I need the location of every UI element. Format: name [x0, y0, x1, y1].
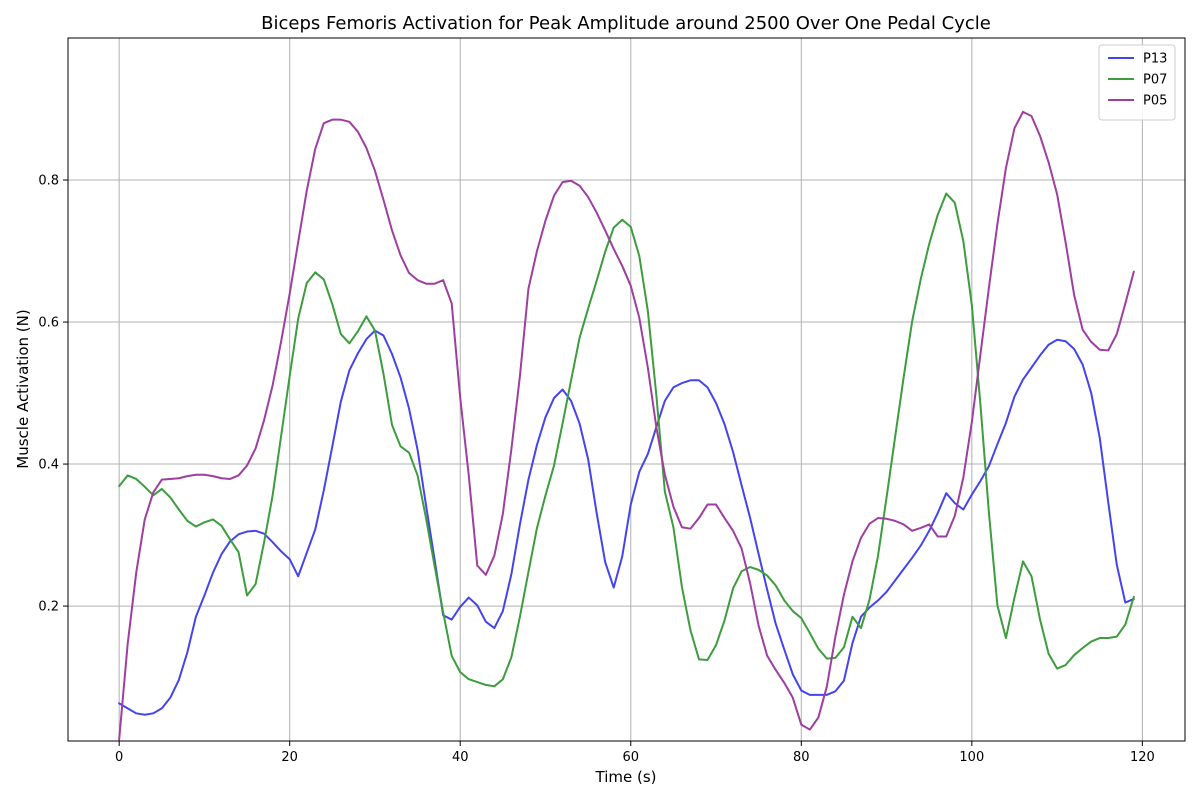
series-line-p07	[118, 192, 1135, 688]
x-axis-label: Time (s)	[595, 768, 657, 786]
y-tick-label: 0.4	[38, 458, 59, 473]
x-tick-label: 120	[1130, 750, 1155, 765]
x-tick-label: 0	[115, 750, 123, 765]
legend-box	[1098, 44, 1176, 121]
legend-entry: P07	[1143, 73, 1167, 88]
y-axis-label: Muscle Activation (N)	[14, 309, 32, 468]
plot-frame	[67, 37, 1186, 742]
y-axis: 0.2 0.4 0.6 0.8	[38, 174, 68, 615]
grid	[68, 38, 1185, 741]
x-tick-label: 80	[793, 750, 810, 765]
x-tick-label: 100	[959, 750, 984, 765]
legend: P13 P07 P05	[1098, 44, 1176, 121]
x-tick-label: 20	[281, 750, 298, 765]
series-layer	[118, 110, 1135, 741]
x-axis: 0 20 40 60 80 100 120	[115, 741, 1155, 765]
series-line-p05	[118, 110, 1135, 741]
y-tick-label: 0.6	[38, 316, 59, 331]
x-tick-label: 60	[622, 750, 639, 765]
legend-entry: P13	[1143, 52, 1167, 67]
y-tick-label: 0.8	[38, 174, 59, 189]
legend-entry: P05	[1143, 94, 1167, 109]
chart-title: Biceps Femoris Activation for Peak Ampli…	[261, 13, 991, 34]
y-tick-label: 0.2	[38, 600, 59, 615]
x-tick-label: 40	[452, 750, 469, 765]
series-line-p13	[118, 329, 1135, 716]
